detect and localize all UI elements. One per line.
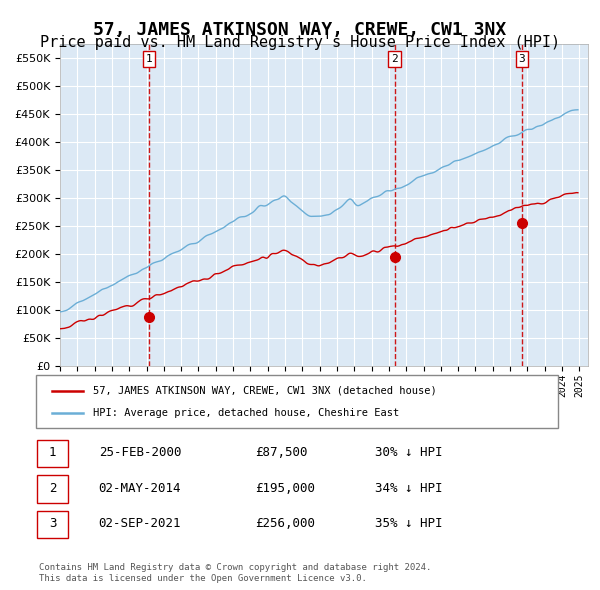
FancyBboxPatch shape [37, 476, 68, 503]
Text: 3: 3 [49, 517, 56, 530]
Text: 2: 2 [391, 54, 398, 64]
Text: 1: 1 [49, 446, 56, 460]
Text: 02-MAY-2014: 02-MAY-2014 [98, 481, 181, 495]
FancyBboxPatch shape [37, 511, 68, 538]
Text: £87,500: £87,500 [255, 446, 308, 460]
FancyBboxPatch shape [37, 440, 68, 467]
Text: £195,000: £195,000 [255, 481, 315, 495]
Text: 2: 2 [49, 481, 56, 495]
Text: 34% ↓ HPI: 34% ↓ HPI [376, 481, 443, 495]
Text: 57, JAMES ATKINSON WAY, CREWE, CW1 3NX (detached house): 57, JAMES ATKINSON WAY, CREWE, CW1 3NX (… [94, 386, 437, 395]
Text: 1: 1 [146, 54, 152, 64]
Text: Price paid vs. HM Land Registry's House Price Index (HPI): Price paid vs. HM Land Registry's House … [40, 35, 560, 50]
Text: 35% ↓ HPI: 35% ↓ HPI [376, 517, 443, 530]
Text: Contains HM Land Registry data © Crown copyright and database right 2024.
This d: Contains HM Land Registry data © Crown c… [39, 563, 431, 583]
Text: 30% ↓ HPI: 30% ↓ HPI [376, 446, 443, 460]
Text: 57, JAMES ATKINSON WAY, CREWE, CW1 3NX: 57, JAMES ATKINSON WAY, CREWE, CW1 3NX [94, 21, 506, 39]
Text: 3: 3 [518, 54, 525, 64]
FancyBboxPatch shape [36, 375, 558, 428]
Text: 02-SEP-2021: 02-SEP-2021 [98, 517, 181, 530]
Text: HPI: Average price, detached house, Cheshire East: HPI: Average price, detached house, Ches… [94, 408, 400, 418]
Text: £256,000: £256,000 [255, 517, 315, 530]
Text: 25-FEB-2000: 25-FEB-2000 [98, 446, 181, 460]
